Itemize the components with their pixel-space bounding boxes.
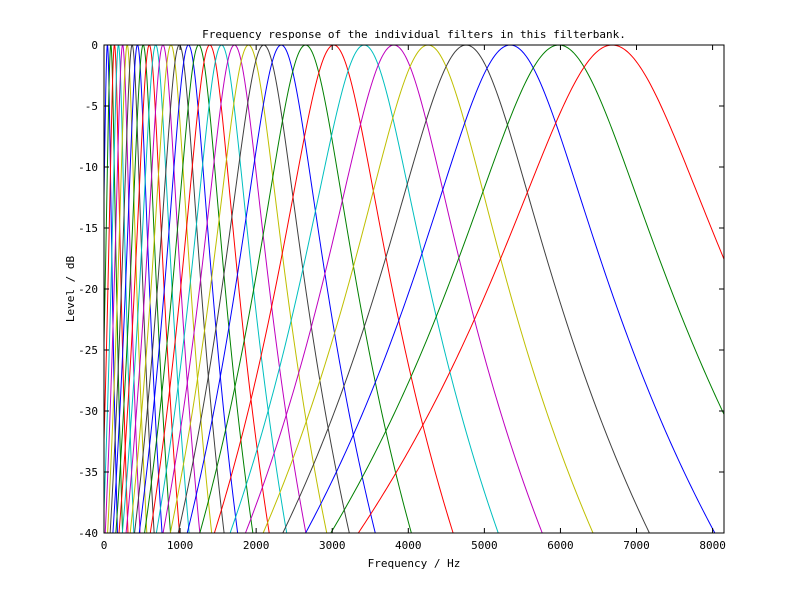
x-tick-label: 6000 bbox=[547, 539, 574, 552]
filter-curve-26 bbox=[244, 45, 543, 533]
y-tick-label: 0 bbox=[91, 39, 98, 52]
x-tick-label: 4000 bbox=[395, 539, 422, 552]
filter-curve-25 bbox=[229, 45, 499, 533]
filter-curve-31 bbox=[357, 45, 724, 533]
filter-curve-19 bbox=[162, 45, 307, 533]
filter-curve-15 bbox=[138, 45, 239, 533]
y-tick-label: -15 bbox=[78, 222, 98, 235]
filter-curve-4 bbox=[104, 45, 135, 533]
x-axis-label: Frequency / Hz bbox=[368, 557, 461, 570]
x-tick-label: 7000 bbox=[623, 539, 650, 552]
y-tick-label: -35 bbox=[78, 466, 98, 479]
filter-curve-21 bbox=[177, 45, 350, 533]
filter-curves bbox=[104, 45, 724, 533]
filter-curve-13 bbox=[129, 45, 213, 533]
filter-curve-22 bbox=[186, 45, 376, 533]
y-axis-label: Level / dB bbox=[64, 256, 77, 323]
y-tick-label: -20 bbox=[78, 283, 98, 296]
x-tick-label: 2000 bbox=[243, 539, 270, 552]
filter-curve-20 bbox=[169, 45, 328, 533]
filter-curve-12 bbox=[125, 45, 201, 533]
filter-curve-11 bbox=[121, 45, 190, 533]
x-tick-label: 5000 bbox=[471, 539, 498, 552]
x-tick-label: 0 bbox=[101, 539, 108, 552]
filter-curve-30 bbox=[330, 45, 724, 533]
chart-title: Frequency response of the individual fil… bbox=[202, 28, 626, 41]
y-axis: 0 -5 -10 -15 -20 -25 -30 -35 -40 bbox=[78, 39, 724, 540]
filter-curve-3 bbox=[104, 45, 129, 533]
filter-curve-10 bbox=[118, 45, 181, 533]
x-tick-label: 3000 bbox=[319, 539, 346, 552]
filter-curve-18 bbox=[155, 45, 288, 533]
y-tick-label: -5 bbox=[85, 100, 98, 113]
filter-curve-29 bbox=[305, 45, 716, 533]
x-axis: 0 1000 2000 3000 4000 5000 6000 7000 8000 bbox=[101, 45, 726, 552]
y-tick-label: -10 bbox=[78, 161, 98, 174]
x-tick-label: 8000 bbox=[699, 539, 726, 552]
filter-curve-2 bbox=[104, 45, 124, 533]
filter-curve-16 bbox=[144, 45, 254, 533]
y-tick-label: -30 bbox=[78, 405, 98, 418]
filter-curve-23 bbox=[199, 45, 412, 533]
filter-curve-28 bbox=[282, 45, 650, 533]
filter-curve-17 bbox=[149, 45, 270, 533]
filter-curve-24 bbox=[213, 45, 454, 533]
y-tick-label: -40 bbox=[78, 527, 98, 540]
y-tick-label: -25 bbox=[78, 344, 98, 357]
x-tick-label: 1000 bbox=[167, 539, 194, 552]
filter-curve-27 bbox=[262, 45, 594, 533]
filter-curve-14 bbox=[134, 45, 225, 533]
